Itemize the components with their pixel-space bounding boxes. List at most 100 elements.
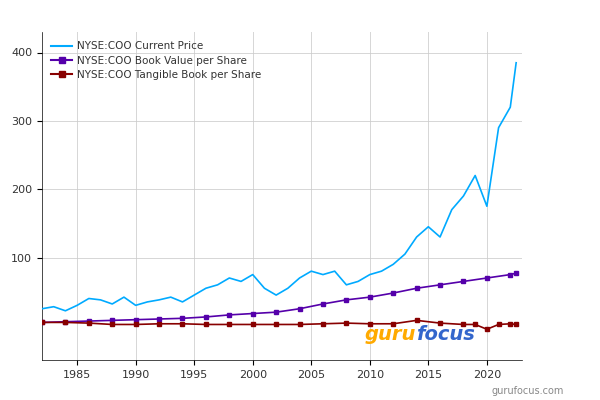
Text: 1.78: 1.78: [529, 312, 556, 322]
Text: focus: focus: [416, 325, 475, 344]
NYSE:COO Current Price: [85, 296, 92, 301]
NYSE:COO Tangible Book per Share: [460, 322, 467, 327]
NYSE:COO Book Value per Share: [62, 319, 69, 324]
NYSE:COO Current Price: [506, 105, 514, 110]
NYSE:COO Current Price: [366, 272, 373, 277]
Line: NYSE:COO Current Price: NYSE:COO Current Price: [42, 63, 516, 311]
NYSE:COO Current Price: [272, 293, 280, 298]
NYSE:COO Current Price: [155, 298, 163, 302]
NYSE:COO Book Value per Share: [319, 302, 326, 306]
NYSE:COO Tangible Book per Share: [296, 322, 303, 327]
NYSE:COO Current Price: [308, 269, 315, 274]
NYSE:COO Tangible Book per Share: [343, 321, 350, 326]
NYSE:COO Current Price: [50, 304, 58, 309]
Text: price: price: [529, 65, 553, 75]
NYSE:COO Current Price: [319, 272, 326, 277]
NYSE:COO Book Value per Share: [296, 306, 303, 311]
NYSE:COO Current Price: [495, 125, 502, 130]
NYSE:COO Book Value per Share: [155, 317, 163, 322]
NYSE:COO Current Price: [132, 303, 139, 308]
Text: 77.11: 77.11: [529, 260, 564, 270]
NYSE:COO Book Value per Share: [202, 314, 209, 319]
NYSE:COO Tangible Book per Share: [132, 322, 139, 327]
NYSE:COO Book Value per Share: [226, 312, 233, 317]
NYSE:COO Book Value per Share: [483, 276, 490, 280]
NYSE:COO Current Price: [512, 60, 520, 65]
NYSE:COO Current Price: [38, 306, 46, 311]
NYSE:COO Book Value per Share: [506, 272, 514, 277]
NYSE:COO Current Price: [179, 300, 186, 304]
NYSE:COO Tangible Book per Share: [512, 322, 520, 327]
NYSE:COO Current Price: [202, 286, 209, 291]
NYSE:COO Tangible Book per Share: [249, 322, 256, 327]
NYSE:COO Current Price: [109, 302, 116, 306]
NYSE:COO Tangible Book per Share: [483, 327, 490, 332]
NYSE:COO Current Price: [74, 303, 81, 308]
NYSE:COO Tangible Book per Share: [38, 320, 46, 325]
NYSE:COO Tangible Book per Share: [413, 318, 420, 323]
NYSE:COO Current Price: [331, 269, 338, 274]
NYSE:COO Current Price: [448, 207, 455, 212]
NYSE:COO Current Price: [238, 279, 245, 284]
NYSE:COO Current Price: [261, 286, 268, 291]
Text: gurufocus.com: gurufocus.com: [492, 386, 564, 396]
NYSE:COO Tangible Book per Share: [436, 321, 443, 326]
NYSE:COO Current Price: [191, 293, 198, 298]
Line: NYSE:COO Tangible Book per Share: NYSE:COO Tangible Book per Share: [40, 318, 518, 332]
NYSE:COO Current Price: [62, 308, 69, 313]
NYSE:COO Tangible Book per Share: [319, 321, 326, 326]
NYSE:COO Current Price: [284, 286, 292, 291]
NYSE:COO Book Value per Share: [389, 291, 397, 296]
NYSE:COO Book Value per Share: [272, 310, 280, 314]
NYSE:COO Tangible Book per Share: [202, 322, 209, 327]
NYSE:COO Tangible Book per Share: [506, 321, 514, 326]
NYSE:COO Current Price: [389, 262, 397, 267]
NYSE:COO Current Price: [378, 269, 385, 274]
NYSE:COO Current Price: [214, 282, 221, 287]
NYSE:COO Book Value per Share: [38, 320, 46, 325]
NYSE:COO Current Price: [483, 204, 490, 209]
NYSE:COO Book Value per Share: [460, 279, 467, 284]
NYSE:COO Book Value per Share: [436, 282, 443, 287]
NYSE:COO Tangible Book per Share: [155, 321, 163, 326]
NYSE:COO Book Value per Share: [366, 295, 373, 300]
NYSE:COO Tangible Book per Share: [389, 321, 397, 326]
NYSE:COO Current Price: [413, 234, 420, 239]
NYSE:COO Tangible Book per Share: [62, 320, 69, 325]
NYSE:COO Book Value per Share: [132, 317, 139, 322]
NYSE:COO Current Price: [226, 276, 233, 280]
Legend: NYSE:COO Current Price, NYSE:COO Book Value per Share, NYSE:COO Tangible Book pe: NYSE:COO Current Price, NYSE:COO Book Va…: [47, 37, 266, 84]
Text: book_val: book_val: [529, 275, 571, 286]
NYSE:COO Current Price: [343, 282, 350, 287]
NYSE:COO Tangible Book per Share: [109, 322, 116, 327]
NYSE:COO Book Value per Share: [249, 311, 256, 316]
NYSE:COO Book Value per Share: [85, 319, 92, 324]
NYSE:COO Tangible Book per Share: [495, 322, 502, 327]
NYSE:COO Tangible Book per Share: [272, 322, 280, 327]
NYSE:COO Current Price: [97, 298, 104, 302]
NYSE:COO Book Value per Share: [343, 298, 350, 302]
NYSE:COO Book Value per Share: [512, 271, 520, 276]
NYSE:COO Current Price: [401, 252, 409, 256]
NYSE:COO Current Price: [472, 173, 479, 178]
NYSE:COO Current Price: [460, 194, 467, 198]
NYSE:COO Tangible Book per Share: [472, 322, 479, 327]
NYSE:COO Book Value per Share: [413, 286, 420, 291]
NYSE:COO Tangible Book per Share: [179, 321, 186, 326]
NYSE:COO Current Price: [436, 234, 443, 239]
NYSE:COO Tangible Book per Share: [226, 322, 233, 327]
NYSE:COO Book Value per Share: [109, 318, 116, 323]
Text: guru: guru: [365, 325, 416, 344]
NYSE:COO Tangible Book per Share: [366, 321, 373, 326]
NYSE:COO Current Price: [249, 272, 256, 277]
Line: NYSE:COO Book Value per Share: NYSE:COO Book Value per Share: [40, 271, 518, 325]
NYSE:COO Current Price: [167, 295, 175, 300]
NYSE:COO Book Value per Share: [179, 316, 186, 321]
NYSE:COO Current Price: [144, 300, 151, 304]
NYSE:COO Current Price: [121, 295, 128, 300]
NYSE:COO Tangible Book per Share: [85, 321, 92, 326]
NYSE:COO Current Price: [425, 224, 432, 229]
NYSE:COO Current Price: [296, 276, 303, 280]
Text: 385.48: 385.48: [529, 50, 571, 60]
NYSE:COO Current Price: [355, 279, 362, 284]
